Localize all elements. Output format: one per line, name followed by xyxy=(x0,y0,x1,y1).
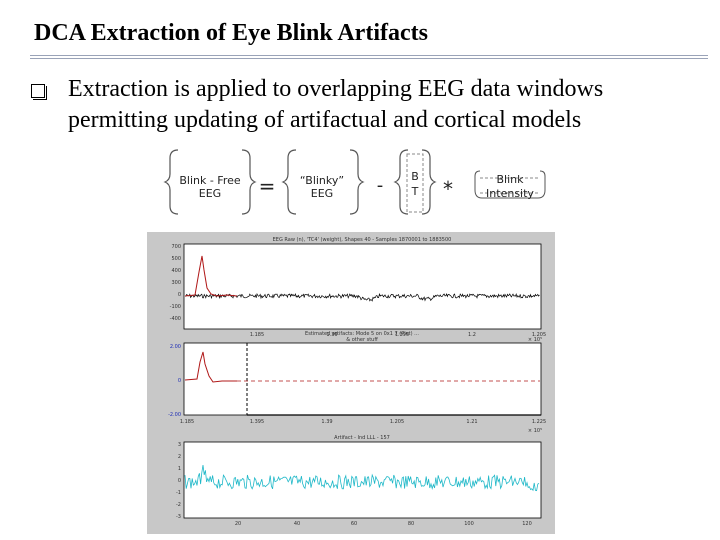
p1-xtick: 1.205 xyxy=(532,332,546,338)
bullet-text: Extraction is applied to overlapping EEG… xyxy=(68,76,604,133)
term3-line2: T xyxy=(411,185,419,198)
term4-line1: Blink xyxy=(496,173,524,186)
p1-ytick: 400 xyxy=(171,268,181,274)
p3-xtick: 120 xyxy=(522,521,532,527)
panel3-title: Artifact - Ind LLL - 157 xyxy=(334,435,390,441)
matrix-box xyxy=(406,153,424,213)
p2-xtick: 1.225 xyxy=(532,419,546,425)
artifact-trace xyxy=(184,351,237,383)
p1-xtick: 1.2 xyxy=(468,332,476,338)
p1-ytick: 700 xyxy=(171,244,181,250)
slide-title: DCA Extraction of Eye Blink Artifacts xyxy=(34,20,428,46)
p3-ytick: -2 xyxy=(176,502,181,508)
equation-diagram: Blink - Free EEG “Blinky” EEG B T Blink … xyxy=(163,149,546,215)
p3-xtick: 80 xyxy=(408,521,414,527)
p1-ytick: 500 xyxy=(171,256,181,262)
blink-trace xyxy=(184,255,238,297)
p1-xtick: 1.39 xyxy=(326,332,337,338)
eeg-trace xyxy=(184,292,540,302)
p2-ytick: 0 xyxy=(178,378,181,384)
p1-xtick: 1.185 xyxy=(250,332,264,338)
left-brace xyxy=(281,149,297,215)
left-brace xyxy=(163,149,179,215)
right-brace xyxy=(421,149,437,215)
right-brace xyxy=(241,149,257,215)
p3-xtick: 20 xyxy=(235,521,241,527)
p2-xtick: 1.185 xyxy=(180,419,194,425)
panel2-subtitle: & other stuff xyxy=(346,337,378,343)
p1-ytick: 0 xyxy=(178,292,181,298)
p1-ytick: -400 xyxy=(170,316,181,322)
panel2-title: Estimated artifacts: Mode 5 on 0x1 7 (Pl… xyxy=(305,331,419,337)
p2-ytick: -2.00 xyxy=(168,412,181,418)
times-sign: * xyxy=(443,177,453,201)
equals-sign: = xyxy=(259,174,276,198)
p2-ytick: 2.00 xyxy=(170,344,181,350)
term4-line2: Intensity xyxy=(486,187,534,200)
p3-xtick: 60 xyxy=(351,521,357,527)
blink-intensity-box xyxy=(474,170,546,199)
term1-line1: Blink - Free xyxy=(179,174,241,187)
term2-line2: EEG xyxy=(311,187,333,200)
left-brace xyxy=(393,149,409,215)
p3-ytick: 2 xyxy=(178,454,181,460)
right-brace xyxy=(349,149,365,215)
intensity-trace xyxy=(184,465,540,492)
p2-xtick: 1.21 xyxy=(466,419,477,425)
p3-ytick: 3 xyxy=(178,442,181,448)
term1-line2: EEG xyxy=(199,187,221,200)
p1-ytick: 300 xyxy=(171,280,181,286)
title-underline xyxy=(30,55,708,61)
panel1-axes xyxy=(183,243,542,330)
p1-xtick: 1.395 xyxy=(395,332,409,338)
p3-xtick: 100 xyxy=(464,521,474,527)
eeg-figure: EEG Raw (n), 'TC4' (weight), Shapes 40 -… xyxy=(147,232,555,534)
p3-ytick: -1 xyxy=(176,490,181,496)
p2-xtick: 1.395 xyxy=(250,419,264,425)
p2-exponent: × 10⁵ xyxy=(528,428,542,434)
panel2-axes xyxy=(183,342,542,416)
p1-ytick: -100 xyxy=(170,304,181,310)
term3-line1: B xyxy=(411,170,419,183)
p2-xtick: 1.39 xyxy=(321,419,332,425)
panel1-title: EEG Raw (n), 'TC4' (weight), Shapes 40 -… xyxy=(273,237,452,243)
p3-ytick: 0 xyxy=(178,478,181,484)
p3-ytick: 1 xyxy=(178,466,181,472)
p2-xtick: 1.205 xyxy=(390,419,404,425)
term2-line1: “Blinky” xyxy=(300,174,344,187)
minus-sign: - xyxy=(377,175,384,196)
p3-xtick: 40 xyxy=(294,521,300,527)
bullet-box-icon xyxy=(31,84,47,100)
p1-exponent: × 10⁵ xyxy=(528,337,542,343)
p3-ytick: -3 xyxy=(176,514,181,520)
